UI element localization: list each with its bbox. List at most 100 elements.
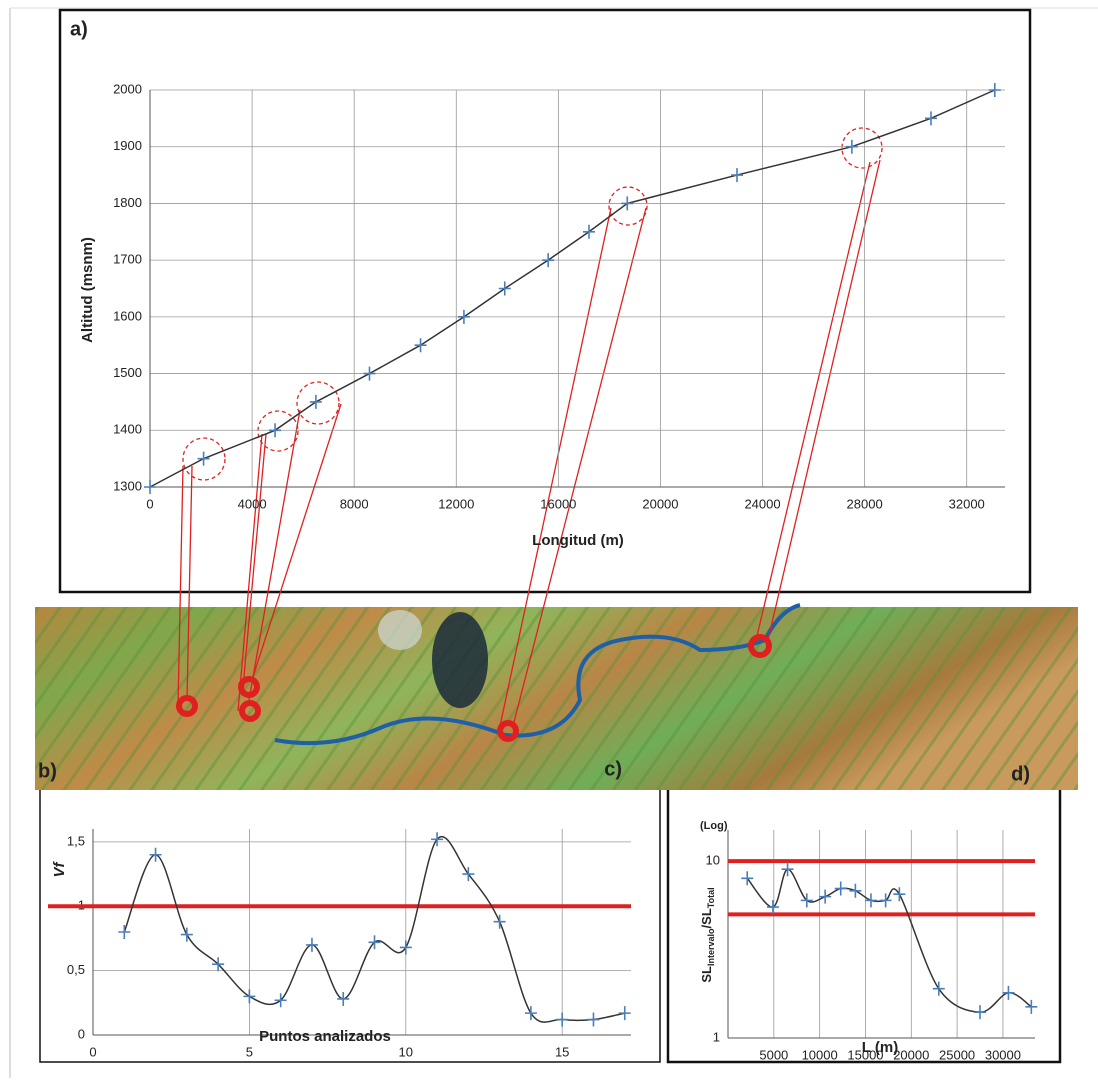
y-tick-label: 1700 (113, 252, 142, 267)
y-axis-title-part: Total (706, 887, 716, 908)
y-tick-label: 1600 (113, 308, 142, 323)
x-tick-label: 0 (89, 1044, 96, 1059)
x-tick-label: 15000 (847, 1047, 883, 1062)
data-point (924, 111, 937, 126)
data-point (781, 862, 794, 877)
satellite-image (35, 603, 1078, 790)
data-point (493, 914, 506, 929)
data-point (274, 993, 287, 1008)
data-point (834, 881, 847, 896)
data-point (845, 139, 858, 154)
x-tick-label: 25000 (939, 1047, 975, 1062)
y-tick-label: 1300 (113, 478, 142, 493)
data-line (123, 836, 625, 1023)
data-point (974, 1005, 987, 1020)
data-point (368, 935, 381, 950)
y-axis-title: Altitud (msnm) (79, 237, 96, 343)
x-tick-label: 20000 (642, 496, 678, 511)
y-tick-label: 1 (713, 1029, 720, 1044)
data-line (746, 868, 1032, 1013)
y-axis-title-part: Intervalo (706, 928, 716, 966)
data-point (741, 871, 754, 886)
data-point (849, 883, 862, 898)
highlight-circle (182, 127, 883, 481)
data-point (1025, 999, 1038, 1014)
data-point (431, 832, 444, 847)
y-axis-title-part: /SL (699, 908, 714, 928)
location-marker (176, 634, 772, 742)
x-tick-label: 10 (399, 1044, 413, 1059)
panel-label: c) (604, 758, 622, 780)
connector-line (177, 159, 881, 727)
data-point (309, 394, 322, 409)
data-point (414, 338, 427, 353)
data-point (118, 925, 131, 939)
y-axis-title: Vf (51, 860, 68, 877)
data-point (731, 168, 744, 183)
y-tick-label: 2000 (113, 81, 142, 96)
x-tick-label: 28000 (847, 496, 883, 511)
data-point (800, 893, 813, 908)
data-point (305, 937, 318, 952)
data-point (144, 480, 156, 494)
data-point (879, 893, 892, 908)
x-axis-title: L (m) (862, 1039, 898, 1056)
data-point (212, 957, 225, 972)
data-point (269, 423, 282, 438)
x-tick-label: 24000 (744, 496, 780, 511)
data-point (462, 867, 475, 882)
data-point (1002, 985, 1015, 1000)
data-point (399, 940, 412, 955)
x-tick-label: 12000 (438, 496, 474, 511)
x-tick-label: 32000 (949, 496, 985, 511)
x-tick-label: 0 (146, 496, 153, 511)
panel-label: d) (1011, 763, 1030, 785)
y-tick-label: 10 (706, 853, 720, 868)
x-tick-label: 5 (246, 1044, 253, 1059)
data-point (149, 847, 162, 862)
x-tick-label: 10000 (802, 1047, 838, 1062)
panel-frame (666, 746, 1062, 1064)
x-tick-label: 20000 (893, 1047, 929, 1062)
data-point (766, 900, 779, 915)
data-point (363, 366, 376, 381)
data-line (149, 89, 996, 488)
x-axis-title: Puntos analizados (259, 1028, 391, 1045)
data-point (618, 1006, 631, 1021)
data-point (582, 224, 595, 239)
y-tick-label: 1900 (113, 138, 142, 153)
data-point (556, 1012, 569, 1027)
data-point (243, 989, 256, 1004)
x-tick-label: 4000 (238, 496, 267, 511)
y-tick-label: 0,5 (67, 962, 85, 977)
data-point (932, 981, 945, 996)
x-tick-label: 30000 (985, 1047, 1021, 1062)
data-point (587, 1012, 600, 1027)
y-tick-label: 1500 (113, 365, 142, 380)
y-axis-unit: (Log) (700, 820, 728, 832)
panel-frame (58, 8, 1032, 594)
data-point (988, 83, 1001, 97)
x-tick-label: 8000 (340, 496, 369, 511)
y-tick-label: 0 (78, 1026, 85, 1041)
data-point (542, 253, 555, 268)
data-point (498, 281, 511, 296)
y-tick-label: 1400 (113, 422, 142, 437)
data-point (457, 309, 470, 324)
x-axis-title: Longitud (m) (532, 532, 624, 549)
y-tick-label: 1800 (113, 195, 142, 210)
panel-label: a) (70, 18, 88, 40)
data-point (180, 927, 193, 942)
y-axis-title-part: SL (699, 966, 714, 983)
y-axis-title: SLIntervalo/SLTotal (699, 887, 716, 982)
data-point (893, 887, 906, 902)
data-point (819, 889, 832, 904)
data-point (337, 991, 350, 1006)
data-point (197, 451, 210, 466)
y-tick-label: 1,5 (67, 833, 85, 848)
x-tick-label: 15 (555, 1044, 569, 1059)
x-tick-label: 5000 (759, 1047, 788, 1062)
data-point (621, 196, 634, 211)
